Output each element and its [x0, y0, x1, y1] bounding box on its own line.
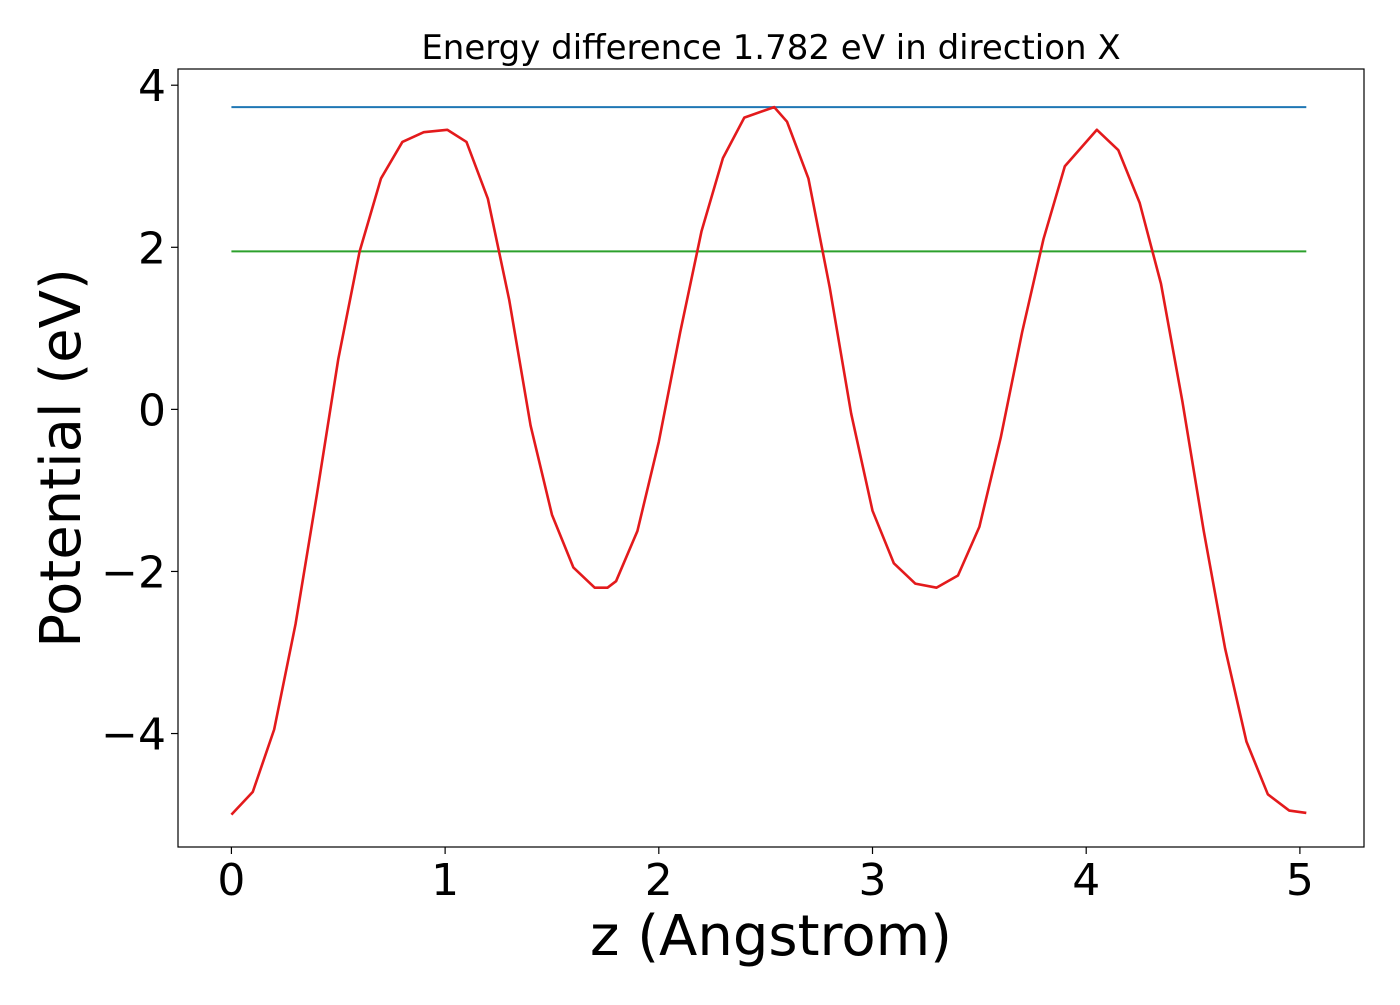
x-axis-label: z (Angstrom) — [590, 904, 952, 969]
x-tick-label: 4 — [1072, 855, 1100, 906]
x-tick-label: 3 — [859, 855, 887, 906]
y-tick-label: 2 — [138, 223, 166, 274]
y-axis-label: Potential (eV) — [29, 268, 94, 648]
x-tick-label: 5 — [1286, 855, 1314, 906]
x-tick-label: 0 — [217, 855, 245, 906]
tick-layer: 0 1 2 3 4 5 −4 −2 0 2 4 — [101, 61, 1314, 906]
y-tick-label: 0 — [138, 385, 166, 436]
series-layer — [230, 105, 1307, 816]
x-tick-label: 1 — [431, 855, 459, 906]
chart-title: Energy difference 1.782 eV in direction … — [421, 28, 1120, 68]
x-tick-label: 2 — [645, 855, 673, 906]
plot-frame — [177, 68, 1365, 848]
y-tick-label: −4 — [101, 710, 166, 761]
y-tick-label: 4 — [138, 61, 166, 112]
series-line-2 — [230, 105, 1307, 816]
y-tick-label: −2 — [101, 547, 166, 598]
